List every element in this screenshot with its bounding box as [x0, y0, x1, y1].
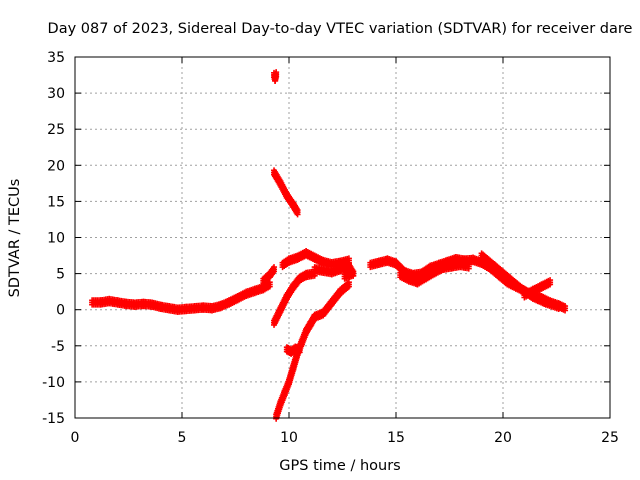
x-tick-label: 15	[387, 430, 405, 446]
y-tick-label: 35	[47, 50, 65, 66]
y-tick-label: 10	[47, 231, 65, 247]
y-tick-label: 15	[47, 194, 65, 210]
x-tick-label: 20	[494, 430, 512, 446]
series-lower-afternoon-trace	[397, 259, 472, 288]
data-point	[266, 283, 273, 290]
series-small-cluster	[283, 343, 303, 357]
y-tick-label: 25	[47, 122, 65, 138]
series-descending-segment	[271, 167, 301, 218]
series-jump-cluster	[311, 261, 357, 282]
grid-lines	[75, 57, 610, 418]
data-point	[294, 211, 301, 218]
x-tick-label: 0	[71, 430, 80, 446]
series-high-outlier	[271, 69, 280, 84]
series-main-trace	[89, 279, 273, 315]
x-tick-label: 5	[178, 430, 187, 446]
y-tick-label: 30	[47, 86, 65, 102]
data-markers	[89, 69, 569, 422]
series-cross-segment	[271, 268, 318, 328]
y-axis-label: SDTVAR / TECUs	[7, 179, 23, 298]
x-tick-label: 25	[601, 430, 619, 446]
data-point	[465, 265, 472, 272]
y-tick-label: 0	[56, 303, 65, 319]
x-axis-label: GPS time / hours	[279, 458, 400, 474]
data-point	[296, 349, 303, 356]
data-point	[547, 281, 554, 288]
y-tick-label: -15	[42, 411, 65, 427]
data-point	[273, 73, 280, 80]
data-point	[271, 268, 278, 275]
y-tick-label: 5	[56, 267, 65, 283]
data-point	[562, 307, 569, 314]
y-tick-label: -5	[51, 339, 65, 355]
y-tick-label: 20	[47, 158, 65, 174]
axis-ticks: 0 5 10 15 20 25 -15 -10 -5 0 5 10 15 20 25 30 35	[42, 50, 619, 446]
series-evening-branch	[478, 250, 562, 313]
series-mid-trace	[279, 248, 352, 271]
y-tick-label: -10	[42, 375, 65, 391]
chart-title: Day 087 of 2023, Sidereal Day-to-day VTE…	[48, 21, 633, 37]
x-tick-label: 10	[280, 430, 298, 446]
data-point	[341, 275, 348, 282]
data-point	[345, 283, 352, 290]
series-evening-spur	[521, 277, 554, 301]
series-rising-segment-a	[260, 264, 278, 287]
data-point	[555, 306, 562, 313]
